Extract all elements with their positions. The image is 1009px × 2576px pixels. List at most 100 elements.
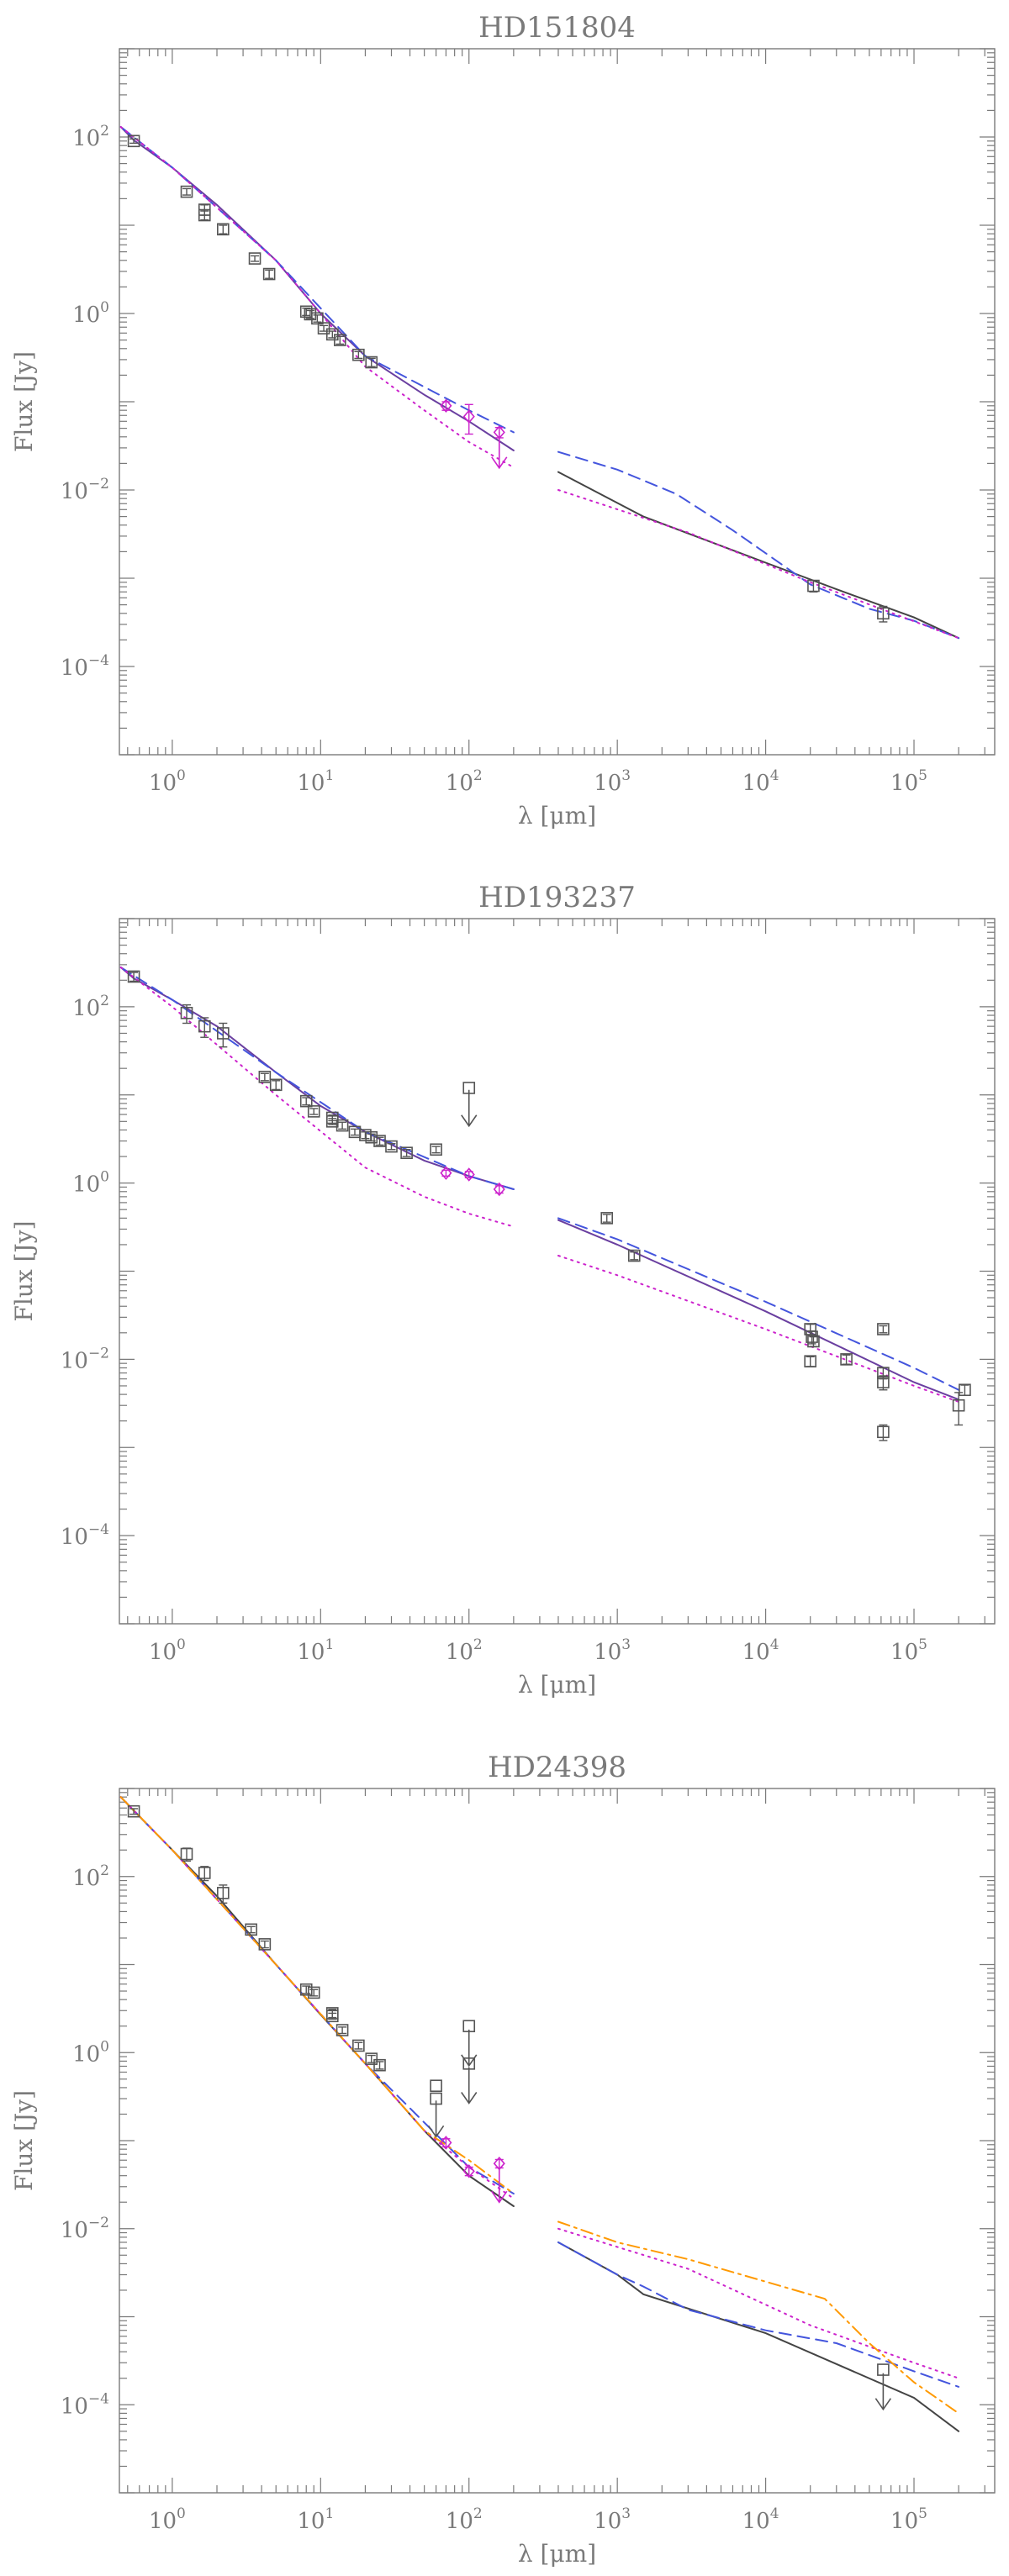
data-point-square [359,1129,372,1141]
series-line-dotted [119,126,515,469]
data-point-square [959,1383,971,1397]
data-point-square [430,1143,442,1156]
y-tick-label: 10−2 [61,1345,109,1373]
series-line-solid [557,471,960,640]
series-line-dashed [119,126,515,434]
x-axis-label: λ [μm] [518,1671,596,1699]
series-line-solid [557,2241,960,2432]
data-point-square [807,1335,820,1348]
plot-frame [119,1788,996,2494]
data-point-square [248,252,261,265]
data-point-square [877,1323,890,1335]
x-tick-label: 103 [594,2505,631,2534]
series-line-dashed [557,1217,960,1391]
x-tick-label: 102 [446,2505,483,2534]
data-point-square [334,334,346,346]
data-point-square [352,348,365,361]
data-point-square [352,2039,365,2052]
upper-limit-arrow [461,2067,478,2105]
series-line-dashdot [557,2220,960,2415]
series-line-dotted [557,2227,960,2379]
plot-frame [119,48,996,756]
series-line-solid [557,1219,960,1401]
data-point-square [804,1355,817,1368]
upper-limit-arrow [461,1089,478,1128]
x-tick-label: 100 [149,2505,186,2534]
y-tick-label: 100 [72,1169,109,1198]
data-point-square [325,2010,339,2023]
data-point-square [180,1847,193,1862]
data-point-diamond [462,1167,475,1182]
data-point-square [804,1323,817,1335]
data-point-square [373,1135,386,1147]
y-tick-label: 10−4 [61,1521,109,1550]
x-tick-label: 103 [594,767,631,796]
series-line-dotted [119,967,515,1228]
data-point-square [627,1249,641,1262]
upper-limit-arrow [874,2373,892,2411]
data-point-diamond [440,1166,452,1180]
chart-title: HD193237 [478,881,636,914]
chart-title: HD151804 [478,11,636,45]
data-point-square [385,1140,398,1153]
y-axis-label: Flux [Jy] [10,2090,38,2191]
chart-title: HD24398 [488,1751,626,1784]
plot-frame [119,918,996,1625]
y-tick-label: 10−2 [61,476,109,504]
x-tick-label: 103 [594,1636,631,1665]
y-tick-label: 10−4 [61,2390,109,2419]
data-point-square [304,308,317,321]
x-tick-label: 105 [890,2505,927,2534]
x-tick-label: 101 [297,2505,334,2534]
upper-limit-arrow [427,2100,445,2138]
x-tick-label: 105 [890,767,927,796]
data-point-square [952,1392,965,1426]
data-point-square [807,579,820,593]
data-point-square [127,970,140,983]
data-point-square [217,223,230,236]
series-line-dashed [557,2241,960,2388]
data-point-square [325,1115,339,1128]
data-point-square [180,185,193,198]
data-point-square [335,2024,349,2036]
chart-panel-2: HD193237 100 101 102 103 104 105 102 100 10−2 10−4… [10,881,996,1699]
data-point-square [258,1071,272,1083]
chart-panel-1: HD151804 100 101 102 103 104 105 102 100 10−2 10−4… [10,11,996,830]
data-point-square [348,1125,362,1139]
y-tick-label: 102 [72,123,109,151]
x-tick-label: 104 [742,2505,779,2534]
data-point-square [217,1022,230,1048]
x-tick-label: 100 [149,1636,186,1665]
data-point-square [245,1923,257,1936]
data-point-square [127,1804,140,1818]
x-tick-label: 104 [742,767,779,796]
series-line-solid [119,967,515,1190]
x-tick-label: 104 [742,1636,779,1665]
data-point-square [269,1078,283,1092]
data-point-diamond [440,2136,452,2150]
y-tick-label: 102 [72,993,109,1021]
data-point-diamond [462,403,475,435]
data-point-square [299,1094,313,1108]
x-tick-label: 102 [446,767,483,796]
data-point-diamond [493,1182,505,1197]
data-point-square [311,312,324,325]
data-point-square [217,1884,230,1904]
x-axis-label: λ [μm] [518,2540,596,2568]
y-tick-label: 10−2 [61,2215,109,2243]
data-point-square [840,1353,853,1366]
data-point-square [258,1938,272,1951]
series-line-solid [119,126,515,451]
data-point-square [365,356,378,369]
data-point-square [365,2052,378,2065]
data-point-square [373,2058,386,2072]
series-line-dashed [557,450,960,640]
y-axis-label: Flux [Jy] [10,1221,38,1322]
x-tick-label: 102 [446,1636,483,1665]
data-point-square [198,1866,211,1882]
upper-limit-arrow [491,2166,508,2204]
data-point-diamond [440,398,452,414]
data-point-square [198,208,211,222]
x-tick-label: 100 [149,767,186,796]
